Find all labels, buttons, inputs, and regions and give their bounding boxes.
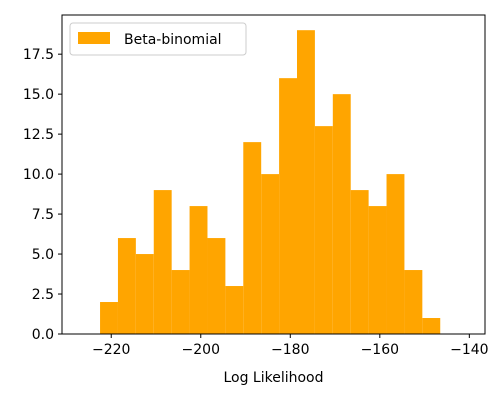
y-tick-label: 5.0 <box>32 247 54 263</box>
x-axis-label: Log Likelihood <box>223 370 323 386</box>
y-tick-label: 10.0 <box>23 167 54 183</box>
y-tick-label: 12.5 <box>23 127 54 143</box>
histogram-bar <box>117 238 136 334</box>
histogram-bar <box>207 238 226 334</box>
histogram-bar <box>368 206 387 334</box>
histogram-bar <box>404 270 423 334</box>
x-tick-label: −220 <box>92 342 130 358</box>
legend-label: Beta-binomial <box>124 32 222 48</box>
histogram-bar <box>135 254 154 334</box>
histogram-bar <box>100 302 118 334</box>
x-tick-label: −180 <box>271 342 309 358</box>
y-axis-ticks: 0.0 2.5 5.0 7.5 10.0 12.5 15.0 17.5 <box>23 47 62 343</box>
histogram-bar <box>422 318 441 334</box>
histogram-bar <box>261 174 280 334</box>
histogram-bar <box>153 190 172 334</box>
x-axis-ticks: −220 −200 −180 −160 −140 <box>92 334 489 358</box>
histogram-bar <box>243 142 262 334</box>
histogram-bar <box>350 190 369 334</box>
legend-box <box>69 22 247 56</box>
histogram-bar <box>332 94 351 334</box>
bars-group <box>100 30 441 334</box>
legend-swatch <box>78 32 110 44</box>
y-tick-label: 2.5 <box>32 287 54 303</box>
legend: Beta-binomial <box>69 22 247 56</box>
x-tick-label: −200 <box>182 342 220 358</box>
histogram-bar <box>225 286 244 334</box>
histogram-bar <box>189 206 208 334</box>
y-tick-label: 0.0 <box>32 327 54 343</box>
histogram-bar <box>171 270 190 334</box>
histogram-bar <box>279 78 297 334</box>
histogram-bar <box>386 174 405 334</box>
y-tick-label: 15.0 <box>23 87 54 103</box>
histogram-bar <box>297 30 315 334</box>
y-tick-label: 17.5 <box>23 47 54 63</box>
x-tick-label: −140 <box>450 342 488 358</box>
histogram-bar <box>314 126 333 334</box>
x-tick-label: −160 <box>361 342 399 358</box>
y-tick-label: 7.5 <box>32 207 54 223</box>
